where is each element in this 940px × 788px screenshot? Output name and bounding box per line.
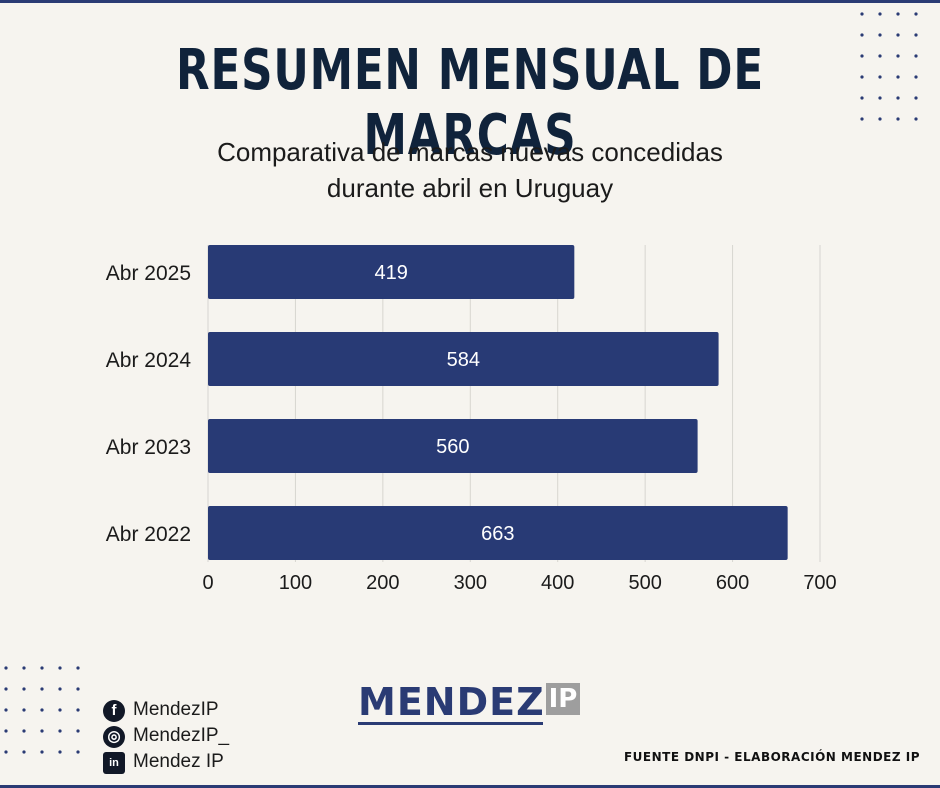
- decor-dot: [878, 54, 882, 58]
- bar-value-label: 560: [436, 436, 469, 458]
- decor-dot: [58, 729, 62, 733]
- decor-dot: [40, 708, 44, 712]
- logo-ip-box: IP: [546, 683, 580, 715]
- decor-dot: [914, 54, 918, 58]
- decor-dot: [22, 666, 26, 670]
- decor-dot: [4, 708, 8, 712]
- logo-underline: [358, 722, 543, 725]
- x-tick-label: 200: [366, 572, 399, 594]
- decor-dot: [878, 75, 882, 79]
- category-label: Abr 2023: [106, 436, 191, 459]
- decor-dot: [4, 729, 8, 733]
- decor-dot: [76, 666, 80, 670]
- logo-text: MENDEZ: [358, 680, 545, 724]
- decor-dot: [76, 687, 80, 691]
- decor-dot: [896, 75, 900, 79]
- page-title: RESUMEN MENSUAL DE MARCAS: [176, 38, 764, 168]
- decor-dot: [40, 729, 44, 733]
- decor-dot: [878, 96, 882, 100]
- bottom-border: [0, 785, 940, 788]
- category-label: Abr 2025: [106, 262, 191, 285]
- bar-value-label: 419: [374, 262, 407, 284]
- decor-dot: [860, 54, 864, 58]
- decor-dot: [878, 12, 882, 16]
- decor-dot: [40, 666, 44, 670]
- decor-dot: [22, 687, 26, 691]
- decor-dot: [76, 729, 80, 733]
- bar: [208, 419, 698, 473]
- dot-pattern-top-right: [860, 12, 918, 121]
- decor-dot: [896, 12, 900, 16]
- decor-dot: [76, 708, 80, 712]
- top-border: [0, 0, 940, 3]
- category-label: Abr 2022: [106, 523, 191, 546]
- instagram-icon: ◎: [103, 726, 125, 748]
- subtitle-line-2: durante abril en Uruguay: [326, 173, 614, 203]
- decor-dot: [58, 708, 62, 712]
- x-tick-label: 600: [716, 572, 749, 594]
- decor-dot: [860, 96, 864, 100]
- bar-value-label: 584: [447, 349, 480, 371]
- x-tick-label: 700: [803, 572, 836, 594]
- decor-dot: [914, 12, 918, 16]
- bar-chart: 0 100 200 300 400 500 600 700 419 Abr 2025 584 Abr …: [106, 245, 837, 594]
- decor-dot: [40, 750, 44, 754]
- decor-dot: [896, 54, 900, 58]
- decor-dot: [860, 75, 864, 79]
- decor-dot: [860, 33, 864, 37]
- decor-dot: [76, 750, 80, 754]
- x-tick-label: 500: [628, 572, 661, 594]
- decor-dot: [22, 708, 26, 712]
- decor-dot: [878, 117, 882, 121]
- social-label: MendezIP_: [133, 725, 230, 746]
- bar-value-label: 663: [481, 523, 514, 545]
- source-note: FUENTE DNPI - ELABORACIÓN MENDEZ IP: [623, 750, 920, 764]
- category-label: Abr 2024: [106, 349, 192, 372]
- linkedin-icon: in: [103, 752, 125, 774]
- decor-dot: [4, 666, 8, 670]
- decor-dot: [914, 96, 918, 100]
- decor-dot: [58, 666, 62, 670]
- decor-dot: [58, 750, 62, 754]
- x-tick-label: 0: [202, 572, 213, 594]
- decor-dot: [58, 687, 62, 691]
- decor-dot: [860, 12, 864, 16]
- decor-dot: [896, 96, 900, 100]
- decor-dot: [896, 117, 900, 121]
- decor-dot: [896, 33, 900, 37]
- decor-dot: [860, 117, 864, 121]
- facebook-icon: f: [103, 700, 125, 722]
- subtitle-line-1: Comparativa de marcas nuevas concedidas: [217, 137, 723, 167]
- decor-dot: [4, 750, 8, 754]
- social-label: Mendez IP: [133, 751, 224, 772]
- bar: [208, 332, 719, 386]
- x-tick-label: 300: [454, 572, 487, 594]
- decor-dot: [914, 75, 918, 79]
- decor-dot: [914, 33, 918, 37]
- social-label: MendezIP: [133, 699, 219, 720]
- x-tick-label: 100: [279, 572, 312, 594]
- decor-dot: [4, 687, 8, 691]
- x-tick-label: 400: [541, 572, 574, 594]
- decor-dot: [40, 687, 44, 691]
- decor-dot: [22, 750, 26, 754]
- bar: [208, 506, 788, 560]
- page-subtitle: Comparativa de marcas nuevas concedidas …: [0, 134, 940, 206]
- bar: [208, 245, 575, 299]
- dot-pattern-bottom-left: [4, 666, 80, 754]
- decor-dot: [878, 33, 882, 37]
- decor-dot: [914, 117, 918, 121]
- decor-dot: [22, 729, 26, 733]
